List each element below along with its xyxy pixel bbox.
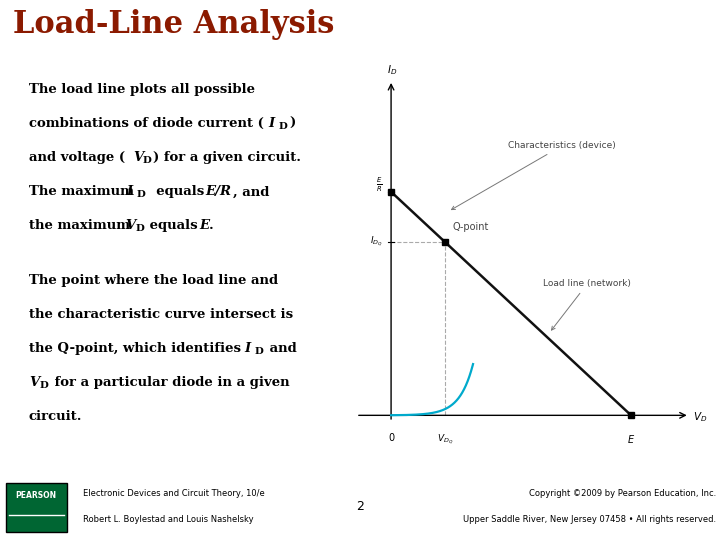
Text: $E$: $E$	[627, 434, 635, 445]
Text: I: I	[268, 117, 274, 130]
Text: The maximum: The maximum	[29, 185, 138, 198]
Text: , and: , and	[233, 185, 269, 198]
Text: D: D	[135, 225, 144, 233]
Text: $I_{D_Q}$: $I_{D_Q}$	[369, 235, 382, 249]
Text: for a particular diode in a given: for a particular diode in a given	[50, 376, 289, 389]
Text: combinations of diode current (: combinations of diode current (	[29, 117, 264, 130]
FancyBboxPatch shape	[6, 483, 67, 532]
Text: the Q-point, which identifies: the Q-point, which identifies	[29, 342, 246, 355]
Text: Load-Line Analysis: Load-Line Analysis	[13, 9, 334, 40]
Text: The load line plots all possible: The load line plots all possible	[29, 83, 255, 96]
Text: $I_D$: $I_D$	[387, 63, 397, 77]
Text: The point where the load line and: The point where the load line and	[29, 274, 278, 287]
Text: D: D	[143, 156, 152, 165]
Text: and: and	[265, 342, 297, 355]
Text: Q-point: Q-point	[453, 222, 489, 232]
Text: equals: equals	[147, 185, 209, 198]
Text: Upper Saddle River, New Jersey 07458 • All rights reserved.: Upper Saddle River, New Jersey 07458 • A…	[463, 515, 716, 524]
Text: ): )	[289, 117, 295, 130]
Text: .: .	[209, 219, 214, 233]
Text: 0: 0	[388, 434, 394, 443]
Text: V: V	[133, 151, 143, 164]
Text: $\frac{E}{R}$: $\frac{E}{R}$	[376, 176, 382, 194]
Text: and voltage (: and voltage (	[29, 151, 125, 164]
Text: the characteristic curve intersect is: the characteristic curve intersect is	[29, 308, 293, 321]
Text: E: E	[199, 219, 210, 233]
Text: Robert L. Boylestad and Louis Nashelsky: Robert L. Boylestad and Louis Nashelsky	[83, 515, 253, 524]
Text: V: V	[125, 219, 135, 233]
Text: $V_{D_Q}$: $V_{D_Q}$	[437, 434, 454, 448]
Text: E/R: E/R	[206, 185, 232, 198]
Text: Electronic Devices and Circuit Theory, 10/e: Electronic Devices and Circuit Theory, 1…	[83, 489, 264, 498]
Text: 2: 2	[356, 500, 364, 513]
Text: PEARSON: PEARSON	[15, 491, 57, 501]
Text: V: V	[29, 376, 39, 389]
Text: I: I	[245, 342, 251, 355]
Text: equals: equals	[145, 219, 203, 233]
Text: ) for a given circuit.: ) for a given circuit.	[153, 151, 301, 164]
Text: $V_D$: $V_D$	[693, 410, 707, 424]
Text: D: D	[279, 122, 288, 131]
Text: the maximum: the maximum	[29, 219, 135, 233]
Text: D: D	[137, 191, 145, 199]
Text: Load line (network): Load line (network)	[544, 279, 631, 330]
Text: circuit.: circuit.	[29, 410, 82, 423]
Text: I: I	[127, 185, 133, 198]
Text: Copyright ©2009 by Pearson Education, Inc.: Copyright ©2009 by Pearson Education, In…	[529, 489, 716, 498]
Text: D: D	[255, 347, 264, 356]
Text: D: D	[40, 381, 48, 390]
Text: Characteristics (device): Characteristics (device)	[451, 141, 616, 210]
